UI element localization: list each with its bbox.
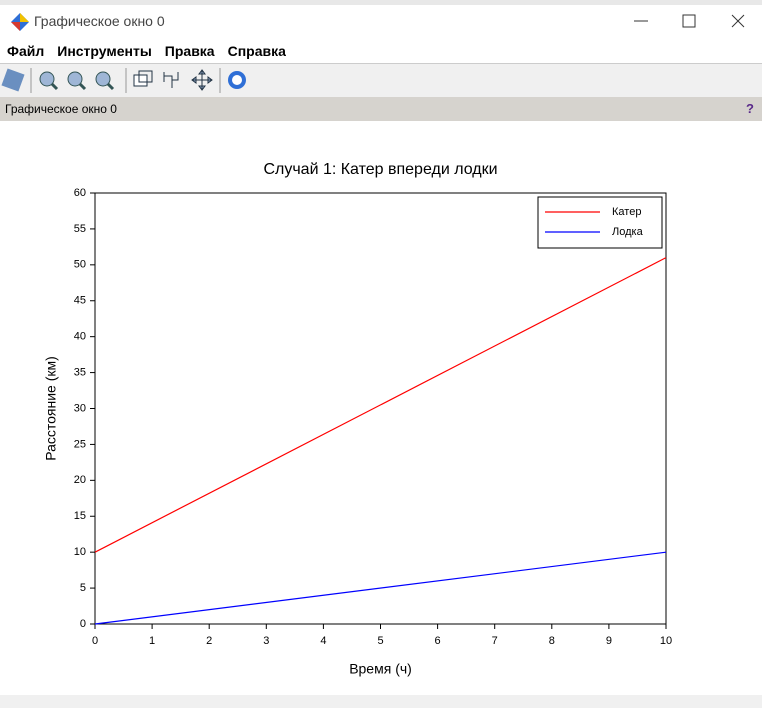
- x-tick-label: 4: [320, 635, 326, 647]
- y-tick-label: 45: [74, 295, 86, 307]
- x-tick-label: 3: [263, 635, 269, 647]
- y-tick-label: 20: [74, 474, 86, 486]
- y-tick-label: 30: [74, 402, 86, 414]
- app-icon: [11, 13, 29, 31]
- top-strip: [0, 0, 762, 5]
- y-tick-label: 10: [74, 546, 86, 558]
- y-tick-label: 15: [74, 510, 86, 522]
- menu-item[interactable]: Файл: [7, 43, 45, 59]
- y-tick-label: 40: [74, 331, 86, 343]
- y-tick-label: 0: [80, 618, 86, 630]
- toolbar: [0, 64, 762, 97]
- x-tick-label: 10: [660, 635, 672, 647]
- plot-frame: [94, 192, 667, 625]
- panel-header: Графическое окно 0 ?: [0, 97, 762, 121]
- y-tick-label: 55: [74, 223, 86, 235]
- x-tick-label: 5: [377, 635, 383, 647]
- panel-title: Графическое окно 0: [5, 102, 117, 116]
- x-tick-label: 9: [606, 635, 612, 647]
- x-axis-label: Время (ч): [349, 661, 412, 677]
- legend-label: Лодка: [612, 226, 644, 238]
- y-tick-label: 50: [74, 259, 86, 271]
- menu-item[interactable]: Инструменты: [57, 43, 152, 59]
- help-button[interactable]: ?: [746, 101, 754, 116]
- menu-bar: Файл Инструменты Правка Справка: [0, 38, 762, 64]
- menu-item[interactable]: Справка: [227, 43, 286, 59]
- x-tick-label: 7: [492, 635, 498, 647]
- x-tick-label: 1: [149, 635, 155, 647]
- window-controls[interactable]: [622, 5, 762, 38]
- menu-item[interactable]: Правка: [164, 43, 215, 59]
- window-title: Графическое окно 0: [34, 13, 165, 29]
- x-tick-label: 6: [435, 635, 441, 647]
- y-axis-label: Расстояние (км): [43, 356, 59, 461]
- y-tick-label: 5: [80, 582, 86, 594]
- x-tick-label: 0: [92, 635, 98, 647]
- legend-box: [537, 196, 663, 249]
- title-bar: Графическое окно 0: [0, 5, 762, 38]
- y-tick-label: 35: [74, 366, 86, 378]
- y-tick-label: 25: [74, 438, 86, 450]
- status-strip: [0, 695, 762, 708]
- legend-label: Катер: [612, 206, 641, 218]
- data-line: [94, 551, 667, 625]
- chart-title: Случай 1: Катер впереди лодки: [263, 161, 497, 178]
- toolbar-icons[interactable]: [0, 64, 260, 97]
- y-tick-label: 60: [74, 187, 86, 199]
- x-tick-label: 2: [206, 635, 212, 647]
- x-tick-label: 8: [549, 635, 555, 647]
- data-line: [94, 257, 667, 553]
